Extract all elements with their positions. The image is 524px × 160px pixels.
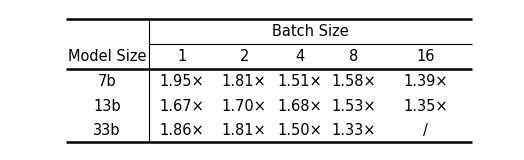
Text: 1.81×: 1.81× bbox=[222, 123, 267, 138]
Text: 13b: 13b bbox=[93, 99, 121, 114]
Text: 1: 1 bbox=[178, 49, 187, 64]
Text: Batch Size: Batch Size bbox=[272, 24, 348, 39]
Text: 1.50×: 1.50× bbox=[278, 123, 322, 138]
Text: 1.95×: 1.95× bbox=[160, 74, 205, 89]
Text: 8: 8 bbox=[349, 49, 358, 64]
Text: 2: 2 bbox=[239, 49, 249, 64]
Text: 1.67×: 1.67× bbox=[160, 99, 205, 114]
Text: 4: 4 bbox=[296, 49, 304, 64]
Text: 1.35×: 1.35× bbox=[403, 99, 448, 114]
Text: Model Size: Model Size bbox=[68, 49, 146, 64]
Text: 7b: 7b bbox=[98, 74, 116, 89]
Text: /: / bbox=[423, 123, 428, 138]
Text: 1.70×: 1.70× bbox=[222, 99, 267, 114]
Text: 1.51×: 1.51× bbox=[278, 74, 322, 89]
Text: 1.53×: 1.53× bbox=[332, 99, 376, 114]
Text: 1.86×: 1.86× bbox=[160, 123, 205, 138]
Text: 16: 16 bbox=[417, 49, 435, 64]
Text: 1.39×: 1.39× bbox=[403, 74, 448, 89]
Text: 33b: 33b bbox=[93, 123, 121, 138]
Text: 1.81×: 1.81× bbox=[222, 74, 267, 89]
Text: 1.33×: 1.33× bbox=[332, 123, 376, 138]
Text: 1.58×: 1.58× bbox=[332, 74, 376, 89]
Text: 1.68×: 1.68× bbox=[278, 99, 322, 114]
